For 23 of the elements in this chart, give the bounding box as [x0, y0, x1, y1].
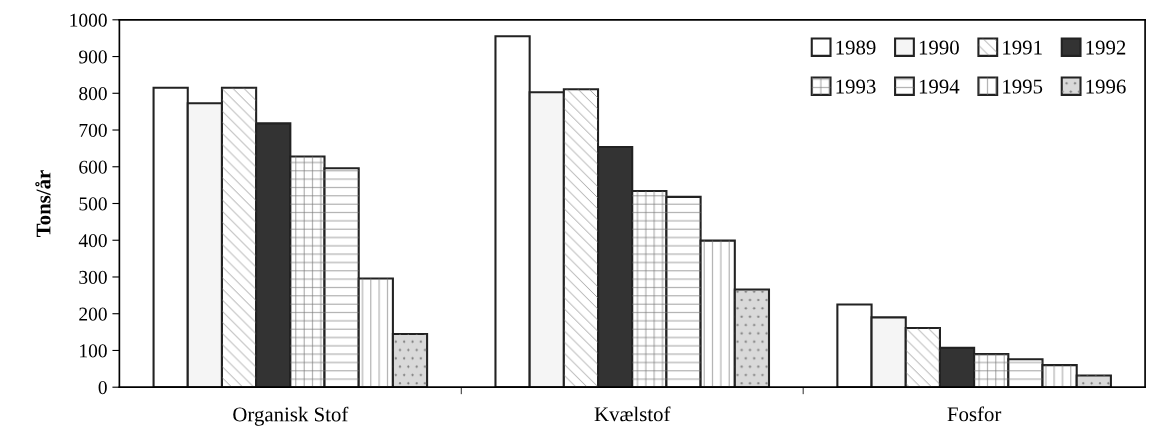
legend-label: 1996 [1086, 79, 1126, 94]
y-tick-label: 300 [79, 270, 107, 284]
legend-label: 1992 [1086, 40, 1126, 55]
legend-label: 1990 [919, 40, 959, 55]
y-tick-label: 200 [79, 307, 107, 321]
legend-label: 1994 [919, 79, 960, 94]
y-tick-label: 600 [79, 160, 107, 174]
y-tick-label: 100 [80, 344, 107, 358]
legend-label: 1995 [1003, 79, 1043, 94]
y-tick-label: 800 [79, 87, 107, 101]
x-tick-label: Organisk Stof [233, 406, 349, 426]
y-tick-label: 0 [98, 381, 107, 395]
y-tick-label: 500 [79, 197, 107, 211]
legend-label: 1991 [1003, 40, 1042, 55]
y-tick-label: 900 [79, 50, 107, 64]
y-axis-title: Tons/år [35, 170, 51, 237]
y-tick-label: 700 [79, 123, 107, 137]
x-tick-label: Kvælstof [594, 406, 671, 422]
legend-label: 1989 [836, 40, 876, 55]
x-tick-label: Fosfor [947, 406, 1002, 422]
y-tick-label: 1000 [70, 13, 107, 27]
legend-label: 1993 [836, 79, 876, 94]
y-tick-label: 400 [78, 234, 107, 248]
